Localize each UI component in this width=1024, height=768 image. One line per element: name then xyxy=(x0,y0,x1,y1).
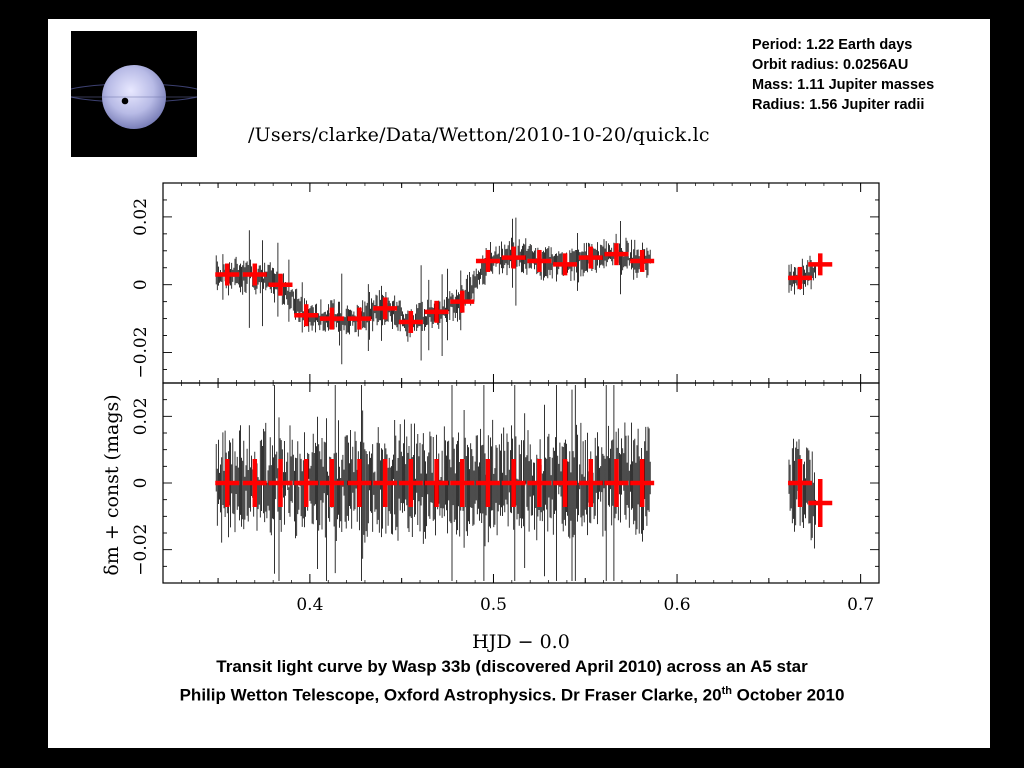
binned-point xyxy=(398,459,423,507)
y-tick-label: 0 xyxy=(131,279,151,290)
caption-line-2-end: October 2010 xyxy=(731,685,845,705)
binned-point xyxy=(475,249,500,272)
y-tick-label: 0.02 xyxy=(131,198,151,236)
y-tick-label: 0 xyxy=(131,478,151,489)
x-tick-label: 0.7 xyxy=(847,595,874,615)
binned-point xyxy=(268,273,293,296)
binned-point xyxy=(294,304,319,327)
raw-data-top xyxy=(215,217,816,365)
binned-point xyxy=(501,246,526,269)
binned-point xyxy=(450,459,475,507)
planet-dot xyxy=(121,97,129,105)
period-text: Period: 1.22 Earth days xyxy=(752,37,913,53)
binned-point xyxy=(527,459,552,507)
y-tick-label: −0.02 xyxy=(131,524,151,576)
binned-point xyxy=(268,459,293,507)
y-tick-label: −0.02 xyxy=(131,326,151,378)
binned-point xyxy=(215,263,240,286)
axes-frame xyxy=(162,182,880,584)
mass-text: Mass: 1.11 Jupiter masses xyxy=(752,77,935,93)
binned-point xyxy=(788,266,813,289)
binned-point xyxy=(319,459,344,507)
binned-point xyxy=(553,459,578,507)
binned-point xyxy=(475,459,500,507)
binned-point xyxy=(319,307,344,330)
planet-facts: Period: 1.22 Earth days Orbit radius: 0.… xyxy=(752,35,934,115)
x-axis-label: HJD − 0.0 xyxy=(472,631,570,653)
binned-point xyxy=(630,459,655,507)
binned-point xyxy=(578,459,603,507)
binned-point xyxy=(347,459,372,507)
binned-point xyxy=(604,459,629,507)
binned-point xyxy=(242,263,267,286)
binned-point xyxy=(294,459,319,507)
binned-point xyxy=(527,249,552,272)
binned-point xyxy=(373,297,398,320)
file-path-title: /Users/clarke/Data/Wetton/2010-10-20/qui… xyxy=(248,124,710,146)
y-axis-label: δm + const (mags) xyxy=(101,394,123,575)
binned-point xyxy=(553,253,578,276)
x-tick-label: 0.6 xyxy=(664,595,691,615)
binned-point xyxy=(373,459,398,507)
radius-text: Radius: 1.56 Jupiter radii xyxy=(752,97,925,113)
caption-line-2: Philip Wetton Telescope, Oxford Astrophy… xyxy=(0,679,1024,708)
orbit-radius-text: Orbit radius: 0.0256AU xyxy=(752,57,909,73)
binned-point xyxy=(424,300,449,323)
binned-point xyxy=(398,310,423,333)
x-tick-label: 0.5 xyxy=(480,595,507,615)
binned-point xyxy=(578,246,603,269)
binned-point xyxy=(215,459,240,507)
y-tick-label: 0.02 xyxy=(131,397,151,435)
caption-line-1: Transit light curve by Wasp 33b (discove… xyxy=(216,657,808,676)
binned-points-layer xyxy=(215,243,833,527)
axis-labels: −0.02 0 0.02 −0.02 0 0.02 0.4 0.5 0.6 0.7 HJD − 0.… xyxy=(101,198,874,653)
binned-point xyxy=(501,459,526,507)
binned-point xyxy=(424,459,449,507)
binned-point xyxy=(604,243,629,266)
x-tick-label: 0.4 xyxy=(296,595,323,615)
binned-point xyxy=(808,479,833,527)
binned-point xyxy=(242,459,267,507)
binned-point xyxy=(347,307,372,330)
binned-point xyxy=(630,249,655,272)
raw-data-layer xyxy=(215,217,816,581)
planet-transit-illustration xyxy=(71,65,197,129)
caption: Transit light curve by Wasp 33b (discove… xyxy=(0,655,1024,708)
binned-point xyxy=(808,253,833,276)
caption-superscript: th xyxy=(721,685,732,697)
binned-point xyxy=(788,459,813,507)
transit-thumbnail xyxy=(71,31,197,157)
binned-point xyxy=(450,290,475,313)
caption-line-2-start: Philip Wetton Telescope, Oxford Astrophy… xyxy=(179,685,722,705)
